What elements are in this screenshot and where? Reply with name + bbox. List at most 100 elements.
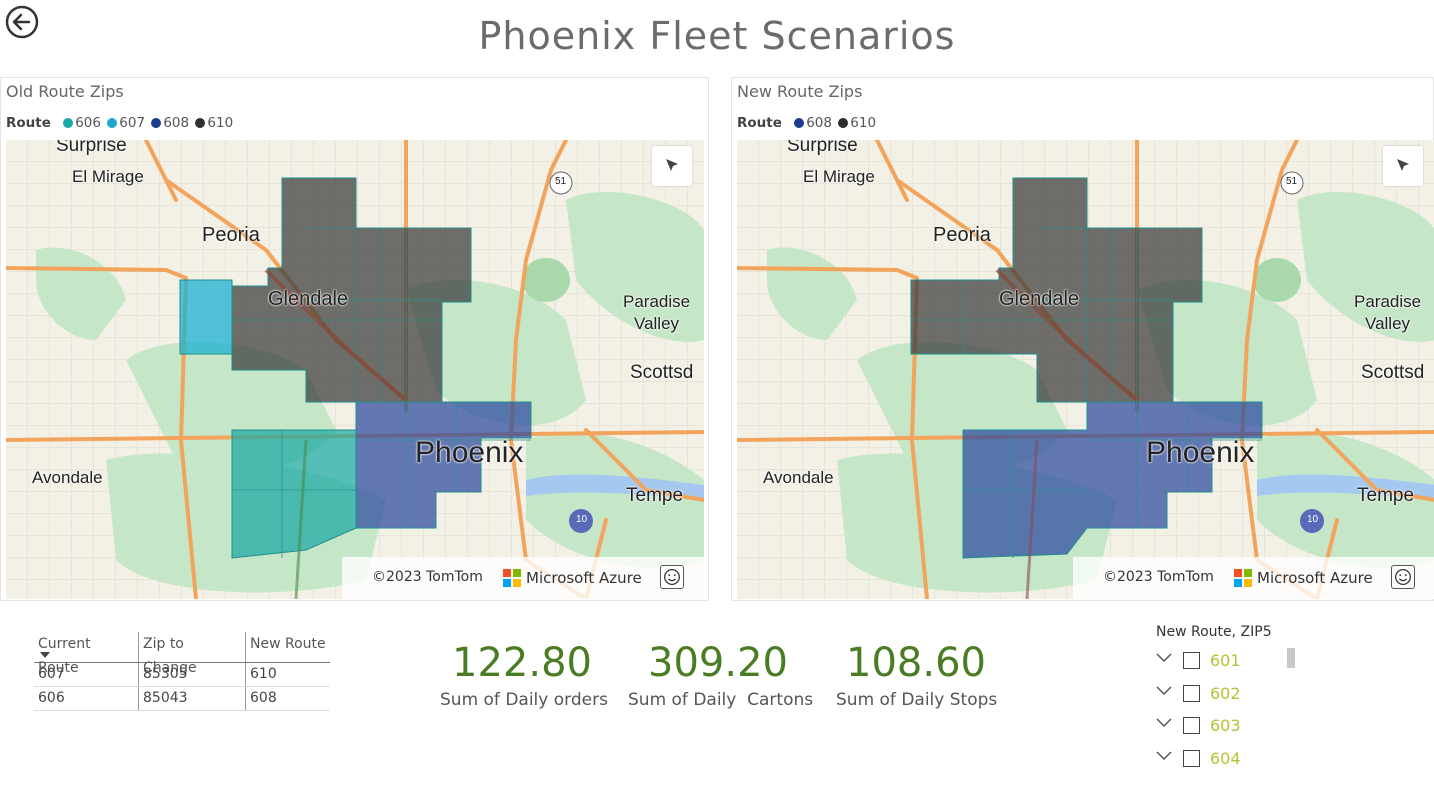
chevron-down-icon[interactable]	[1156, 748, 1172, 764]
kpi-label: Sum of Daily Cartons	[628, 690, 814, 710]
map-label-surprise: Surprise	[56, 140, 127, 156]
slicer-checkbox[interactable]	[1183, 749, 1200, 767]
pointer-icon	[1397, 159, 1409, 171]
legend-item-606[interactable]: 606	[63, 115, 101, 131]
map-label-paradise: Paradise	[623, 292, 691, 311]
map-select-tool-button[interactable]	[1383, 146, 1423, 186]
chevron-down-icon[interactable]	[1156, 650, 1172, 666]
legend-item-608[interactable]: 608	[794, 115, 832, 131]
slicer-title: New Route, ZIP5	[1156, 624, 1272, 640]
new-map-legend: Route 608 610	[737, 115, 878, 131]
legend-dot-icon	[107, 118, 118, 128]
table-header-row: Current Route Zip to Change New Route	[34, 632, 330, 676]
kpi-card-daily-cartons: 309.20 Sum of Daily Cartons	[628, 640, 814, 710]
map-label-scottsdale: Scottsd	[1361, 362, 1425, 383]
back-arrow-icon[interactable]	[4, 4, 40, 40]
chevron-down-icon[interactable]	[1156, 715, 1172, 731]
map-label-tempe: Tempe	[1357, 485, 1415, 506]
slicer-item-601[interactable]: 601	[1156, 650, 1316, 683]
legend-item-607[interactable]: 607	[107, 115, 145, 131]
map-label-glendale: Glendale	[999, 288, 1080, 310]
new-map-title: New Route Zips	[737, 82, 863, 101]
sort-descending-icon[interactable]	[40, 652, 50, 658]
table-cell: 608	[245, 687, 330, 710]
old-map-legend: Route 606 607 608 610	[6, 115, 235, 131]
map-label-tempe: Tempe	[626, 485, 684, 506]
pointer-icon	[666, 159, 678, 171]
table-row[interactable]: 606 85043 608	[34, 687, 330, 711]
zip-change-table: Current Route Zip to Change New Route 60…	[34, 632, 330, 711]
map-provider: Microsoft Azure	[1257, 569, 1373, 587]
feedback-smiley-icon[interactable]	[660, 565, 684, 589]
slicer-item-label[interactable]: 604	[1210, 748, 1241, 768]
legend-title: Route	[737, 115, 782, 131]
route-zip-slicer: New Route, ZIP5 601 602 603 604	[1156, 624, 1316, 780]
table-cell: 85305	[138, 663, 245, 686]
legend-title: Route	[6, 115, 51, 131]
map-copyright: ©2023 TomTom	[1103, 569, 1214, 585]
legend-item-610[interactable]: 610	[195, 115, 233, 131]
i10-shield: 10	[576, 514, 588, 525]
map-canvas	[737, 140, 1434, 599]
table-cell: 606	[38, 690, 65, 706]
legend-dot-icon	[195, 118, 206, 128]
kpi-card-daily-orders: 122.80 Sum of Daily orders	[440, 640, 608, 710]
new-route-map[interactable]: Surprise El Mirage Peoria Glendale Parad…	[737, 140, 1434, 599]
map-label-valley: Valley	[1365, 314, 1411, 333]
chevron-down-icon[interactable]	[1156, 683, 1172, 699]
map-label-surprise: Surprise	[787, 140, 858, 156]
hwy-51-shield: 51	[1286, 176, 1298, 187]
map-label-valley: Valley	[634, 314, 680, 333]
slicer-scrollbar[interactable]	[1287, 648, 1295, 668]
feedback-smiley-icon[interactable]	[1391, 565, 1415, 589]
map-label-phoenix: Phoenix	[415, 436, 524, 469]
microsoft-logo-icon	[503, 569, 521, 587]
kpi-label: Sum of Daily orders	[440, 690, 608, 710]
legend-dot-icon	[794, 118, 805, 128]
column-header-new-route[interactable]: New Route	[245, 632, 330, 662]
page-title: Phoenix Fleet Scenarios	[478, 14, 956, 58]
map-label-peoria: Peoria	[202, 224, 260, 246]
kpi-value: 309.20	[648, 640, 788, 686]
slicer-item-604[interactable]: 604	[1156, 748, 1316, 781]
table-cell: 85043	[138, 687, 245, 710]
column-header-current-route[interactable]: Current Route	[38, 636, 91, 676]
map-label-avondale: Avondale	[763, 468, 834, 487]
kpi-label: Sum of Daily Stops	[836, 690, 998, 710]
table-cell: 607	[38, 666, 65, 682]
map-label-scottsdale: Scottsd	[630, 362, 694, 383]
old-route-map-panel: Old Route Zips Route 606 607 608 610	[0, 77, 709, 601]
column-header-zip-to-change[interactable]: Zip to Change	[138, 632, 245, 676]
map-label-phoenix: Phoenix	[1146, 436, 1255, 469]
map-attribution: ©2023 TomTom Microsoft Azure	[1073, 557, 1434, 599]
map-select-tool-button[interactable]	[652, 146, 692, 186]
i10-shield: 10	[1307, 514, 1319, 525]
slicer-item-label[interactable]: 602	[1210, 683, 1241, 703]
legend-dot-icon	[151, 118, 162, 128]
old-route-map[interactable]: Surprise El Mirage Peoria Glendale Parad…	[6, 140, 704, 599]
slicer-item-label[interactable]: 603	[1210, 716, 1241, 735]
map-label-glendale: Glendale	[268, 288, 349, 310]
map-label-paradise: Paradise	[1354, 292, 1422, 311]
map-label-el-mirage: El Mirage	[72, 167, 144, 186]
map-provider: Microsoft Azure	[526, 569, 642, 587]
kpi-value: 122.80	[452, 640, 592, 686]
slicer-checkbox[interactable]	[1183, 652, 1200, 669]
map-copyright: ©2023 TomTom	[372, 569, 483, 585]
slicer-item-602[interactable]: 602	[1156, 683, 1316, 716]
legend-dot-icon	[838, 118, 849, 128]
slicer-item-label[interactable]: 601	[1210, 651, 1241, 670]
slicer-item-603[interactable]: 603	[1156, 715, 1316, 748]
table-row[interactable]: 607 85305 610	[34, 663, 330, 687]
slicer-checkbox[interactable]	[1183, 684, 1200, 702]
table-cell: 610	[245, 663, 330, 686]
legend-item-608[interactable]: 608	[151, 115, 189, 131]
new-route-map-panel: New Route Zips Route 608 610	[731, 77, 1434, 601]
kpi-card-daily-stops: 108.60 Sum of Daily Stops	[836, 640, 998, 710]
legend-item-610[interactable]: 610	[838, 115, 876, 131]
map-label-avondale: Avondale	[32, 468, 103, 487]
slicer-checkbox[interactable]	[1183, 717, 1200, 734]
legend-dot-icon	[63, 118, 74, 128]
map-attribution: ©2023 TomTom Microsoft Azure	[342, 557, 704, 599]
old-map-title: Old Route Zips	[6, 82, 124, 101]
